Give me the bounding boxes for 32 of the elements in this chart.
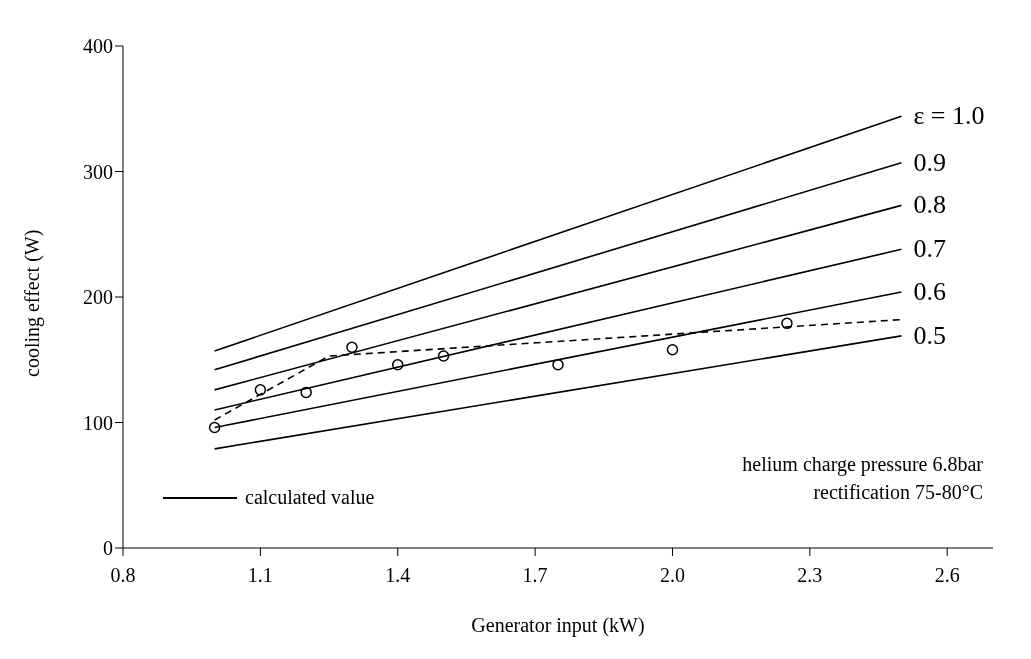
x-tick-label: 1.7 bbox=[522, 564, 548, 587]
point bbox=[346, 341, 358, 353]
annotation: helium charge pressure 6.8bar bbox=[742, 452, 983, 478]
y-tick-label: 100 bbox=[83, 411, 113, 434]
series-label: 0.8 bbox=[913, 190, 946, 220]
annotation: rectification 75-80°C bbox=[812, 480, 983, 505]
point bbox=[391, 359, 404, 371]
y-tick-label: 300 bbox=[83, 160, 113, 183]
y-axis-title: cooling effect (W) bbox=[21, 229, 45, 377]
point bbox=[208, 421, 221, 434]
x-tick-label: 2.6 bbox=[934, 564, 960, 587]
point bbox=[300, 386, 312, 399]
series-label: 0.9 bbox=[913, 147, 946, 177]
series-label: ε = 1.0 bbox=[913, 101, 985, 131]
series-label: 0.5 bbox=[913, 320, 946, 350]
x-tick-label: 1.1 bbox=[247, 564, 273, 587]
series-label: 0.6 bbox=[913, 276, 946, 306]
point bbox=[254, 384, 267, 396]
point bbox=[552, 359, 564, 371]
x-tick-label: 1.4 bbox=[385, 564, 411, 587]
y-tick-label: 200 bbox=[83, 286, 113, 309]
series-label: 0.7 bbox=[913, 234, 946, 264]
x-tick-label: 2.0 bbox=[659, 564, 685, 587]
y-tick-label: 0 bbox=[103, 537, 113, 560]
x-axis-title: Generator input (kW) bbox=[471, 614, 645, 637]
x-tick-label: 2.3 bbox=[797, 564, 823, 587]
y-tick-label: 400 bbox=[83, 35, 113, 58]
x-tick-label: 0.8 bbox=[110, 564, 136, 587]
annotation: calculated value bbox=[245, 486, 375, 509]
point bbox=[666, 343, 679, 356]
point bbox=[781, 317, 793, 330]
point bbox=[437, 350, 450, 362]
